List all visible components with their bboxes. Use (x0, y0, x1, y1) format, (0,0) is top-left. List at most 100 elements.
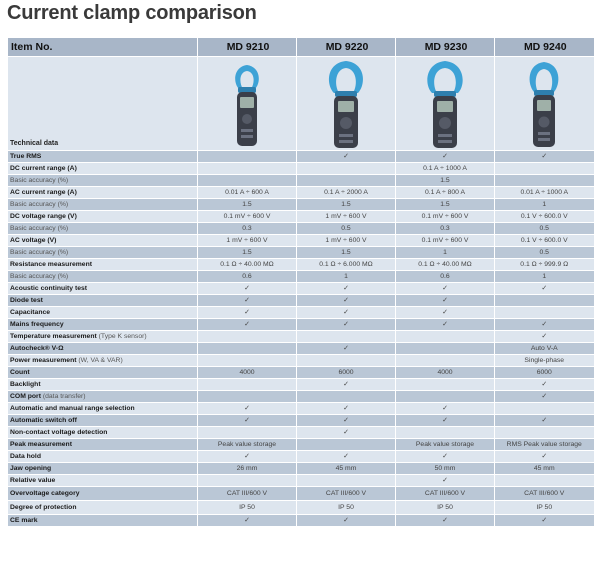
cell-md-9210: ✓ (197, 514, 297, 527)
cell-md-9220: CAT III/600 V (296, 486, 396, 501)
table-row: Basic accuracy (%) 1.5 1.5 1 0.5 (7, 246, 594, 259)
row-label: Temperature measurement (Type K sensor) (7, 330, 198, 343)
table-row: Basic accuracy (%) 1.5 (7, 174, 594, 187)
cell-md-9230 (395, 390, 495, 403)
row-label: Peak measurement (7, 438, 198, 451)
header-row: Item No. MD 9210 MD 9220 MD 9230 MD 9240 (7, 38, 594, 57)
table-row: Power measurement (W, VA & VAR) Single-ph… (7, 354, 594, 367)
row-label-text: Degree of protection (10, 504, 77, 511)
cell-md-9220: IP 50 (296, 500, 396, 515)
row-label-text: CE mark (10, 517, 38, 524)
cell-md-9230 (395, 378, 495, 391)
cell-md-9240: ✓ (494, 330, 594, 343)
row-label-note: (data transfer) (42, 393, 86, 400)
cell-md-9210 (197, 174, 297, 187)
row-label-text: Temperature measurement (10, 333, 97, 340)
row-label-text: COM port (10, 393, 41, 400)
cell-md-9220: ✓ (296, 450, 396, 463)
cell-md-9220: 1.5 (296, 198, 396, 211)
row-label: Count (7, 366, 198, 379)
table-row: True RMS ✓ ✓ ✓ (7, 150, 594, 163)
row-label-text: Capacitance (10, 309, 51, 316)
table-row: Relative value ✓ (7, 474, 594, 487)
cell-md-9220: ✓ (296, 514, 396, 527)
table-row: Overvoltage category CAT III/600 V CAT III… (7, 486, 594, 501)
cell-md-9220: 6000 (296, 366, 396, 379)
cell-md-9220: 1 mV ÷ 600 V (296, 234, 396, 247)
cell-md-9220: 1 (296, 270, 396, 283)
row-label-text: Automatic switch off (10, 417, 77, 424)
row-label: DC current range (A) (7, 162, 198, 175)
table-row: Basic accuracy (%) 0.3 0.5 0.3 0.5 (7, 222, 594, 235)
table-row: Temperature measurement (Type K sensor) ✓ (7, 330, 594, 343)
row-label: Mains frequency (7, 318, 198, 331)
row-label: True RMS (7, 150, 198, 163)
cell-md-9220: ✓ (296, 150, 396, 163)
cell-md-9240: Auto V-A (494, 342, 594, 355)
clamp-meter-icon (529, 61, 559, 147)
cell-md-9230: 0.1 mV ÷ 600 V (395, 234, 495, 247)
cell-md-9210: ✓ (197, 450, 297, 463)
cell-md-9230: 0.1 A ÷ 800 A (395, 186, 495, 199)
clamp-meter-icon (235, 64, 259, 146)
product-image-md9230 (395, 56, 495, 151)
table-row: Count 4000 6000 4000 6000 (7, 366, 594, 379)
cell-md-9230: CAT III/600 V (395, 486, 495, 501)
cell-md-9240 (494, 306, 594, 319)
cell-md-9220 (296, 174, 396, 187)
cell-md-9210: 0.6 (197, 270, 297, 283)
cell-md-9240: ✓ (494, 282, 594, 295)
cell-md-9240: 6000 (494, 366, 594, 379)
row-label: Basic accuracy (%) (7, 270, 198, 283)
table-row: Automatic and manual range selection ✓ ✓ ✓ (7, 402, 594, 415)
cell-md-9230: ✓ (395, 474, 495, 487)
cell-md-9210 (197, 378, 297, 391)
cell-md-9220: 1.5 (296, 246, 396, 259)
table-row: Peak measurement Peak value storage Peak v… (7, 438, 594, 451)
cell-md-9230: 1 (395, 246, 495, 259)
cell-md-9210: CAT III/600 V (197, 486, 297, 501)
cell-md-9230: 0.1 A ÷ 1000 A (395, 162, 495, 175)
row-label-text: DC voltage range (V) (10, 213, 77, 220)
cell-md-9210 (197, 150, 297, 163)
cell-md-9230: ✓ (395, 150, 495, 163)
cell-md-9210: 1.5 (197, 198, 297, 211)
cell-md-9220: 1 mV ÷ 600 V (296, 210, 396, 223)
cell-md-9230: 0.1 Ω ÷ 40.00 MΩ (395, 258, 495, 271)
cell-md-9220 (296, 390, 396, 403)
table-row: Jaw opening 26 mm 45 mm 50 mm 45 mm (7, 462, 594, 475)
cell-md-9220: ✓ (296, 426, 396, 439)
row-label-text: Resistance measurement (10, 261, 92, 268)
cell-md-9210 (197, 474, 297, 487)
row-label: Diode test (7, 294, 198, 307)
cell-md-9220: ✓ (296, 414, 396, 427)
cell-md-9240: 0.1 V ÷ 600.0 V (494, 210, 594, 223)
model-header-md9220: MD 9220 (296, 38, 396, 57)
cell-md-9230: 0.3 (395, 222, 495, 235)
cell-md-9230: 1.5 (395, 198, 495, 211)
row-label-text: Mains frequency (10, 321, 64, 328)
row-label-text: Automatic and manual range selection (10, 405, 135, 412)
row-label-text: True RMS (10, 153, 42, 160)
row-label-note: (W, VA & VAR) (78, 357, 123, 364)
table-row: Backlight ✓ ✓ (7, 378, 594, 391)
row-label-text: Power measurement (10, 357, 77, 364)
cell-md-9230 (395, 354, 495, 367)
table-row: Autocheck® V-Ω ✓ Auto V-A (7, 342, 594, 355)
table-row: AC current range (A) 0.01 A ÷ 600 A 0.1 A … (7, 186, 594, 199)
cell-md-9220: ✓ (296, 306, 396, 319)
cell-md-9220: ✓ (296, 282, 396, 295)
cell-md-9210: 1.5 (197, 246, 297, 259)
cell-md-9240: 0.1 V ÷ 600.0 V (494, 234, 594, 247)
row-label: Basic accuracy (%) (7, 222, 198, 235)
cell-md-9230: ✓ (395, 514, 495, 527)
cell-md-9240 (494, 426, 594, 439)
row-label-text: Count (10, 369, 30, 376)
cell-md-9210 (197, 330, 297, 343)
cell-md-9240 (494, 294, 594, 307)
row-label: Degree of protection (7, 500, 198, 515)
model-header-md9210: MD 9210 (197, 38, 297, 57)
table-row: Resistance measurement 0.1 Ω ÷ 40.00 MΩ 0.… (7, 258, 594, 271)
